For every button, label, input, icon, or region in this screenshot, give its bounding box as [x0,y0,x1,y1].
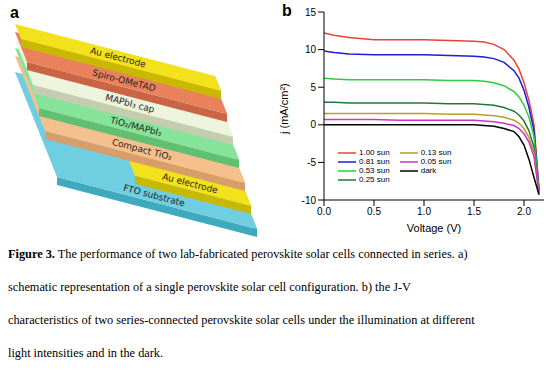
html-text:characteristics of two series-: characteristics of two series-connected … [8,313,475,327]
html-text:1.00 sun: 1.00 sun [359,148,390,157]
html-text:0.53 sun: 0.53 sun [359,166,390,175]
svg-text:10: 10 [305,44,317,55]
html-text:0.05 sun: 0.05 sun [420,157,452,166]
svg-text:1.0: 1.0 [417,206,431,217]
svg-text:-10: -10 [302,195,317,206]
svg-text:2.0: 2.0 [517,206,531,217]
svg-text:Voltage (V): Voltage (V) [407,222,461,234]
svg-text:0.5: 0.5 [367,206,381,217]
html-text:dark: dark [420,166,437,175]
svg-text:Au electrode: Au electrode [89,45,147,69]
html-text:Figure 3. The performance of t: Figure 3. The performance of two lab-fab… [8,247,468,261]
html-text:b: b [282,2,292,19]
svg-text:5: 5 [310,82,316,93]
svg-text:Compact TiO₂: Compact TiO₂ [111,137,173,162]
html-text:schematic representation of a: schematic representation of a single per… [8,280,411,294]
svg-text:a: a [10,4,19,21]
html-text:0.81 sun: 0.81 sun [359,157,390,166]
html-text:0.13 sun: 0.13 sun [420,148,452,157]
svg-text:0.0: 0.0 [317,206,331,217]
svg-text:Au electrode: Au electrode [161,171,219,195]
svg-text:15: 15 [305,7,317,18]
svg-text:-5: -5 [307,157,316,168]
svg-text:1.5: 1.5 [467,206,481,217]
svg-text:FTO substrate: FTO substrate [122,183,186,209]
svg-text:0: 0 [310,119,316,130]
svg-text:j (mA/cm²): j (mA/cm²) [278,83,290,135]
svg-text:MAPbI₃ cap: MAPbI₃ cap [104,92,156,114]
html-text:0.25 sun: 0.25 sun [359,175,390,184]
html-text:light intensities and in the d: light intensities and in the dark. [8,346,164,360]
svg-text:TiO₂/MAPbI₃: TiO₂/MAPbI₃ [108,115,163,138]
svg-text:Spiro-OMeTAD: Spiro-OMeTAD [91,67,156,93]
